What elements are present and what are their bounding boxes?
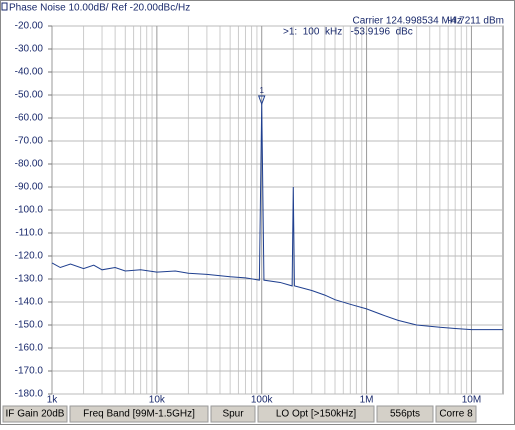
status-text: Corre 8	[439, 409, 473, 420]
status-text: Spur	[222, 409, 244, 420]
x-tick-label: 1M	[360, 395, 374, 406]
status-cell	[257, 405, 375, 423]
status-cell	[69, 405, 209, 423]
y-tick-label: -110.0	[15, 228, 43, 239]
status-cell	[376, 405, 434, 423]
y-tick-label: -20.00	[15, 21, 44, 32]
carrier-frequency: Carrier 124.998534 MHz	[353, 16, 463, 27]
status-text: IF Gain 20dB	[6, 409, 65, 420]
marker-id: 1	[259, 86, 264, 95]
marker	[257, 95, 266, 106]
y-tick-label: -180.0	[15, 389, 44, 400]
carrier-power: -4.7211 dBm	[447, 16, 504, 27]
status-text: LO Opt [>150kHz]	[276, 409, 357, 420]
status-cell	[435, 405, 477, 423]
y-tick-label: -70.00	[15, 136, 44, 147]
y-tick-label: -80.00	[15, 159, 44, 170]
status-text: 556pts	[390, 409, 420, 420]
y-tick-label: -160.0	[15, 343, 44, 354]
x-tick-label: 100k	[251, 395, 274, 406]
status-bar: IF Gain 20dB Freq Band [99M-1.5GHz] Spur LO…	[2, 405, 477, 423]
y-tick-label: -60.00	[15, 113, 44, 124]
status-cell	[210, 405, 256, 423]
x-tick-label: 10k	[149, 395, 166, 406]
title-icon	[1, 2, 8, 11]
x-tick-label: 10M	[462, 395, 481, 406]
y-tick-label: -120.0	[15, 251, 44, 262]
y-tick-label: -50.00	[15, 90, 44, 101]
y-tick-label: -100.0	[15, 205, 44, 216]
trace	[51, 104, 503, 331]
status-cell	[2, 405, 68, 423]
y-tick-label: -170.0	[15, 366, 44, 377]
y-tick-label: -150.0	[15, 320, 44, 331]
y-tick-label: -30.00	[15, 44, 44, 55]
x-tick-label: 1k	[47, 395, 59, 406]
y-tick-label: -130.0	[15, 274, 44, 285]
marker-readout: >1: 100 kHz -53.9196 dBc	[283, 27, 413, 38]
y-tick-label: -140.0	[15, 297, 44, 308]
status-text: Freq Band [99M-1.5GHz]	[83, 409, 195, 420]
y-tick-label: -90.00	[15, 182, 44, 193]
y-tick-label: -40.00	[15, 67, 44, 78]
grid	[51, 25, 503, 395]
chart-title: Phase Noise 10.00dB/ Ref -20.00dBc/Hz	[9, 3, 190, 14]
